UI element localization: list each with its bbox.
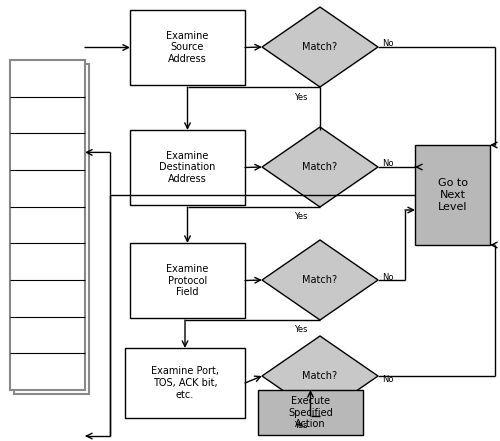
Text: Match?: Match? bbox=[302, 371, 338, 381]
FancyBboxPatch shape bbox=[130, 130, 245, 205]
FancyBboxPatch shape bbox=[130, 10, 245, 85]
Text: Yes: Yes bbox=[294, 421, 308, 430]
Polygon shape bbox=[262, 127, 378, 207]
Text: Yes: Yes bbox=[294, 325, 308, 334]
Text: No: No bbox=[382, 38, 394, 48]
Text: Examine
Protocol
Field: Examine Protocol Field bbox=[166, 264, 208, 297]
Text: No: No bbox=[382, 273, 394, 283]
FancyBboxPatch shape bbox=[415, 145, 490, 245]
FancyBboxPatch shape bbox=[10, 60, 85, 390]
Text: Go to
Next
Level: Go to Next Level bbox=[438, 179, 468, 212]
Text: Match?: Match? bbox=[302, 42, 338, 52]
Text: Yes: Yes bbox=[294, 212, 308, 221]
Text: No: No bbox=[382, 375, 394, 385]
Text: Execute
Specified
Action: Execute Specified Action bbox=[288, 396, 333, 429]
Text: Match?: Match? bbox=[302, 275, 338, 285]
FancyBboxPatch shape bbox=[258, 390, 363, 435]
Text: Match?: Match? bbox=[302, 162, 338, 172]
Polygon shape bbox=[262, 336, 378, 416]
Text: No: No bbox=[382, 158, 394, 168]
Text: Examine Port,
TOS, ACK bit,
etc.: Examine Port, TOS, ACK bit, etc. bbox=[151, 366, 219, 400]
FancyBboxPatch shape bbox=[130, 243, 245, 318]
Text: Examine
Destination
Address: Examine Destination Address bbox=[160, 151, 216, 184]
Polygon shape bbox=[262, 7, 378, 87]
Polygon shape bbox=[262, 240, 378, 320]
Text: Yes: Yes bbox=[294, 93, 308, 102]
Text: Examine
Source
Address: Examine Source Address bbox=[166, 31, 208, 64]
FancyBboxPatch shape bbox=[125, 348, 245, 418]
